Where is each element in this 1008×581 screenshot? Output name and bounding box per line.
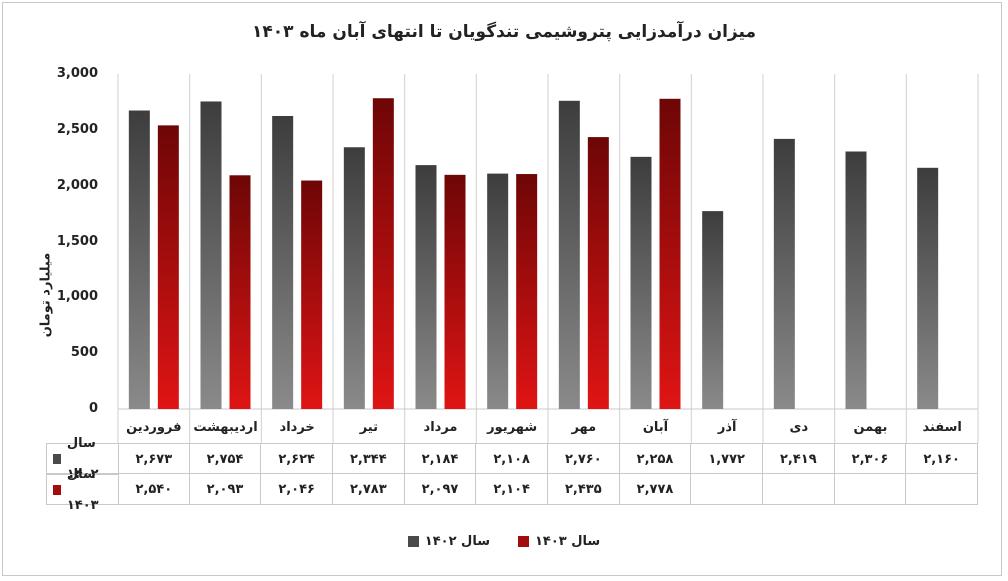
table-cell: ۲,۷۶۰ xyxy=(548,443,620,474)
table-cell: ۲,۷۵۴ xyxy=(189,443,262,474)
y-tick-label: 1,500 xyxy=(56,233,98,249)
table-row-swatch xyxy=(53,453,61,464)
chart-title: میزان درآمدزایی پتروشیمی تندگویان تا انت… xyxy=(252,22,756,42)
table-cell: ۲,۴۳۵ xyxy=(548,474,620,505)
table-cell: ۲,۷۸۳ xyxy=(333,474,405,505)
x-tick-label: فروردین xyxy=(126,420,181,435)
table-cell: ۲,۱۰۸ xyxy=(476,443,548,474)
table-cell: ۲,۱۰۴ xyxy=(476,474,548,505)
bar-1403-6 xyxy=(587,137,609,409)
x-tick-label: خرداد xyxy=(280,420,315,435)
table-cell: ۲,۶۷۳ xyxy=(118,443,190,474)
table-cell: ۲,۴۱۹ xyxy=(763,443,835,474)
table-cell: ۲,۱۶۰ xyxy=(906,443,978,474)
bar-1402-8 xyxy=(702,211,724,409)
table-cell: ۲,۳۴۴ xyxy=(333,443,405,474)
table-row-label: سال ۱۴۰۳ xyxy=(66,466,99,513)
bar-1402-7 xyxy=(630,156,652,409)
bar-1403-0 xyxy=(157,125,179,409)
legend-swatch-1402 xyxy=(407,536,419,547)
legend: سال ۱۴۰۲ سال ۱۴۰۳ xyxy=(0,534,1008,549)
y-tick-label: 2,500 xyxy=(56,121,98,137)
x-tick-label: آذر xyxy=(717,418,737,435)
legend-item-1402: سال ۱۴۰۲ xyxy=(407,534,490,549)
bar-1403-4 xyxy=(444,174,466,409)
bar-1403-3 xyxy=(372,98,394,410)
bar-1403-1 xyxy=(229,175,251,409)
table-cell: ۲,۳۰۶ xyxy=(834,443,907,474)
table-cell xyxy=(691,474,763,505)
table-cell xyxy=(834,474,907,505)
bar-1402-4 xyxy=(415,165,437,409)
bar-1402-3 xyxy=(343,147,365,409)
y-tick-label: 3,000 xyxy=(56,66,98,81)
bar-1402-9 xyxy=(773,138,795,409)
table-cell: ۲,۰۴۶ xyxy=(261,474,333,505)
table-cell: ۲,۶۲۴ xyxy=(261,443,333,474)
y-tick-label: 2,000 xyxy=(56,177,98,193)
legend-label-1403: سال ۱۴۰۳ xyxy=(535,534,601,549)
x-tick-label: مهر xyxy=(570,420,596,435)
bar-1402-2 xyxy=(272,115,294,409)
legend-swatch-1403 xyxy=(518,536,529,547)
bar-1402-6 xyxy=(558,100,580,410)
y-tick-label: 0 xyxy=(88,401,98,416)
table-cell: ۲,۱۸۴ xyxy=(404,443,477,474)
bar-1403-7 xyxy=(659,98,681,409)
table-cell: ۲,۷۷۸ xyxy=(619,474,692,505)
bar-1402-5 xyxy=(487,173,509,409)
x-tick-label: بهمن xyxy=(854,420,888,435)
x-tick-label: اسفند xyxy=(922,420,961,435)
table-row-swatch xyxy=(53,484,61,495)
table-cell: ۲,۰۹۷ xyxy=(404,474,477,505)
table-cell xyxy=(906,474,978,505)
x-tick-label: تیر xyxy=(359,420,378,435)
bar-1402-11 xyxy=(917,167,939,409)
legend-label-1402: سال ۱۴۰۲ xyxy=(424,534,490,549)
x-tick-label: دی xyxy=(790,420,809,435)
bar-1402-1 xyxy=(200,101,222,409)
table-cell: ۲,۰۹۳ xyxy=(189,474,262,505)
table-row-header-1402: سال ۱۴۰۲ xyxy=(46,436,118,482)
table-cell: ۲,۲۵۸ xyxy=(619,443,692,474)
bar-1403-2 xyxy=(301,180,323,409)
bar-1402-10 xyxy=(845,151,867,409)
x-tick-label: آبان xyxy=(643,418,669,435)
x-tick-label: اردیبهشت xyxy=(193,420,257,435)
table-cell: ۱,۷۷۲ xyxy=(691,443,763,474)
table-cell: ۲,۵۴۰ xyxy=(118,474,190,505)
x-tick-label: شهریور xyxy=(486,420,537,435)
bar-1402-0 xyxy=(128,110,150,409)
x-tick-label: مرداد xyxy=(424,420,458,435)
y-tick-label: 1,000 xyxy=(56,289,98,305)
table-cell xyxy=(763,474,835,505)
y-tick-label: 500 xyxy=(70,345,98,361)
legend-item-1403: سال ۱۴۰۳ xyxy=(518,534,600,549)
table-row-header-1403: سال ۱۴۰۳ xyxy=(46,467,118,513)
bar-1403-5 xyxy=(516,174,538,409)
